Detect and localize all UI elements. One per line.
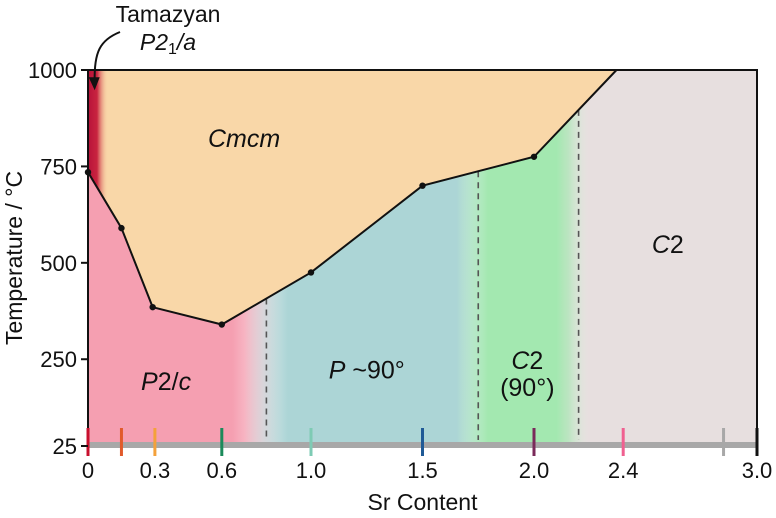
region-c2-fill xyxy=(556,70,757,446)
annotation-author: Tamazyan xyxy=(116,1,221,27)
x-tick-label: 0 xyxy=(82,458,94,483)
region-label: P2/c xyxy=(141,368,192,396)
region-label: P ~90° xyxy=(329,357,405,385)
x-tick-label: 1.0 xyxy=(296,458,327,483)
boundary-point xyxy=(218,321,225,328)
boundary-point xyxy=(118,224,125,232)
y-axis-ticks: 25 250 500 750 1000 xyxy=(28,58,88,459)
annotation-space-group: P21/a xyxy=(140,29,196,58)
annotation-sg-main: P2 xyxy=(140,29,168,55)
y-tick-label: 250 xyxy=(40,347,77,372)
region-cmcm-fill xyxy=(88,70,617,325)
phase-boundary-line xyxy=(87,69,618,326)
x-tick-label: 1.5 xyxy=(407,458,438,483)
x-tick-label: 2.4 xyxy=(608,458,639,483)
x-tick-label: 2.0 xyxy=(519,458,550,483)
annotation-arrow xyxy=(93,31,121,82)
region-label: C2 xyxy=(652,231,684,259)
x-axis-title: Sr Content xyxy=(368,489,479,515)
y-tick-label: 750 xyxy=(40,154,77,179)
region-label: Cmcm xyxy=(208,125,280,153)
annotation-sg-sub: 1 xyxy=(168,41,177,58)
boundary-point xyxy=(419,182,426,189)
x-tick-label: 3.0 xyxy=(742,458,773,483)
region-label: C2 xyxy=(511,347,543,375)
annotation-arrowhead xyxy=(88,77,100,91)
boundary-point xyxy=(149,303,156,311)
x-tick-label: 0.6 xyxy=(207,458,238,483)
region-label: (90°) xyxy=(500,374,554,402)
annotation-sg-end: /a xyxy=(175,29,196,55)
y-tick-label: 25 xyxy=(53,434,77,459)
boundary-point xyxy=(307,269,315,276)
composition-markers xyxy=(86,428,759,456)
y-tick-label: 1000 xyxy=(28,58,77,83)
tamazyan-annotation: Tamazyan P21/a xyxy=(88,1,221,91)
y-axis-title: Temperature / °C xyxy=(1,171,27,345)
x-axis-ticks: 0 0.3 0.6 1.0 1.5 2.0 2.4 3.0 xyxy=(82,458,772,483)
y-tick-label: 500 xyxy=(40,251,77,276)
plot-area xyxy=(88,70,757,446)
boundary-point xyxy=(530,153,538,160)
phase-dividers xyxy=(265,109,580,440)
phase-boundary-points xyxy=(84,153,538,328)
x-tick-label: 0.3 xyxy=(140,458,171,483)
